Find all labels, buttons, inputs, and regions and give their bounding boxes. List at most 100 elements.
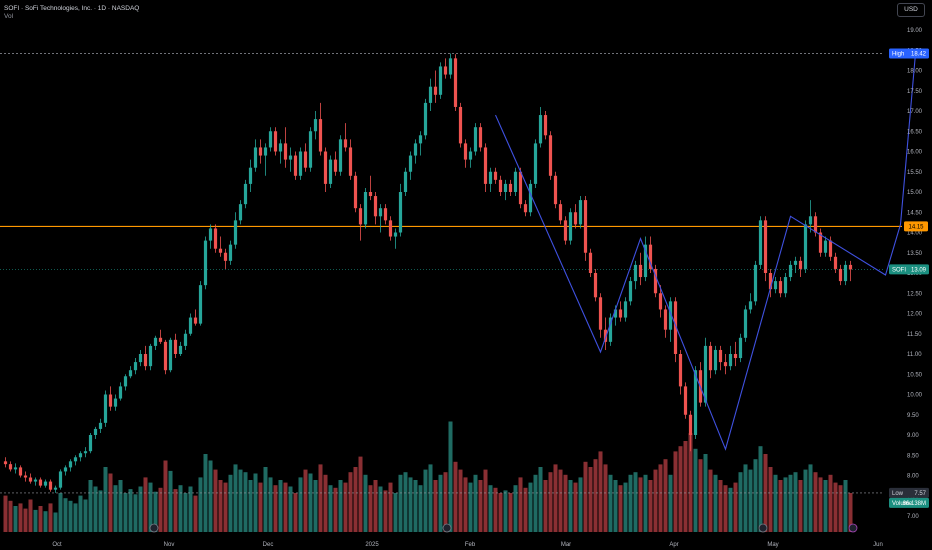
candle-body — [93, 428, 98, 435]
candle-body — [713, 349, 718, 371]
candle — [683, 382, 688, 419]
volume-bar — [773, 474, 778, 532]
candle — [193, 309, 198, 326]
candle-body — [808, 216, 813, 225]
time-axis[interactable]: Oct Nov Dec 2025 Feb Mar Apr May Jun — [52, 542, 883, 548]
candle — [353, 171, 358, 213]
volume-bar — [63, 498, 68, 532]
candle — [258, 139, 263, 164]
candle — [638, 252, 643, 286]
volume-bar — [388, 482, 393, 532]
candle-body — [603, 329, 608, 342]
candle-body — [493, 171, 498, 180]
candle-body — [3, 461, 8, 465]
volume-bar — [758, 446, 763, 532]
volume-bar — [418, 485, 423, 532]
candle-body — [188, 317, 193, 334]
candle — [293, 151, 298, 180]
event-markers[interactable] — [149, 523, 858, 533]
candle-body — [548, 135, 553, 176]
volume-bar — [258, 482, 263, 532]
volume-bar — [538, 467, 543, 532]
volume-bar — [478, 480, 483, 532]
candle-body — [368, 192, 373, 197]
volume-bar — [423, 469, 428, 532]
marker-circle — [758, 523, 768, 533]
candle-body — [168, 339, 173, 371]
candle-body — [673, 301, 678, 354]
candle-body — [353, 175, 358, 209]
candle — [523, 200, 528, 217]
candle — [658, 285, 663, 318]
candle-body — [323, 151, 328, 184]
candle — [398, 183, 403, 237]
candle-body — [843, 264, 848, 282]
candle-body — [628, 281, 633, 302]
candle-body — [258, 147, 263, 156]
candle-body — [438, 66, 443, 95]
candle-body — [308, 131, 313, 168]
candle-body — [618, 309, 623, 318]
candle — [103, 390, 108, 427]
candle — [733, 341, 738, 367]
volume-bar — [323, 474, 328, 532]
candle-body — [728, 354, 733, 367]
volume-bar — [523, 487, 528, 532]
high-tag: High 18.42 — [889, 48, 929, 59]
horizontal-levels — [0, 53, 902, 494]
candle-body — [108, 394, 113, 407]
volume-bar — [663, 459, 668, 532]
candle — [813, 212, 818, 237]
candle — [83, 447, 88, 458]
volume-bar — [393, 493, 398, 532]
level-tag-bg — [904, 221, 928, 232]
volume-bar — [713, 474, 718, 532]
volume-bar — [678, 446, 683, 532]
volume-bar — [288, 486, 293, 532]
volume-legend-label[interactable]: Vol — [4, 13, 14, 20]
candle — [408, 151, 413, 180]
candle-body — [578, 200, 583, 225]
volume-bar — [18, 503, 23, 532]
candle — [43, 479, 48, 488]
candle — [553, 171, 558, 209]
candle — [143, 345, 148, 371]
volume-bar — [38, 506, 43, 532]
candle-body — [213, 228, 218, 249]
currency-button[interactable]: USD — [897, 3, 925, 17]
volume-bar — [183, 493, 188, 532]
candle — [238, 200, 243, 225]
price-tick: 8.50 — [907, 453, 919, 459]
candle-body — [528, 183, 533, 213]
time-tick: May — [767, 542, 778, 548]
candle — [483, 143, 488, 192]
volume-bar — [828, 474, 833, 532]
time-tick: Feb — [465, 542, 476, 548]
candle-body — [63, 467, 68, 472]
candle-body — [573, 212, 578, 225]
level-tag-value: 14.15 — [908, 224, 924, 230]
candle-body — [293, 155, 298, 176]
candle — [153, 335, 158, 350]
volume-bar — [23, 508, 28, 532]
candle-body — [533, 143, 538, 184]
pattern-drawing[interactable] — [494, 53, 917, 451]
price-tick: 16.50 — [907, 129, 923, 135]
candle — [288, 147, 293, 172]
candle-body — [823, 240, 828, 253]
candle-body — [623, 301, 628, 318]
marker-circle — [848, 523, 858, 533]
symbol-title[interactable]: SOFI · SoFi Technologies, Inc. · 1D · NA… — [4, 5, 140, 12]
low-tag-bg — [889, 487, 929, 498]
candle-body — [183, 333, 188, 346]
candle-body — [693, 370, 698, 435]
volume-bar — [603, 464, 608, 532]
candle — [753, 260, 758, 306]
candle — [583, 196, 588, 261]
candle-body — [253, 147, 258, 168]
candle — [438, 62, 443, 99]
volume-bar — [68, 500, 73, 532]
high-tag-bg — [889, 48, 929, 59]
candle — [458, 102, 463, 148]
